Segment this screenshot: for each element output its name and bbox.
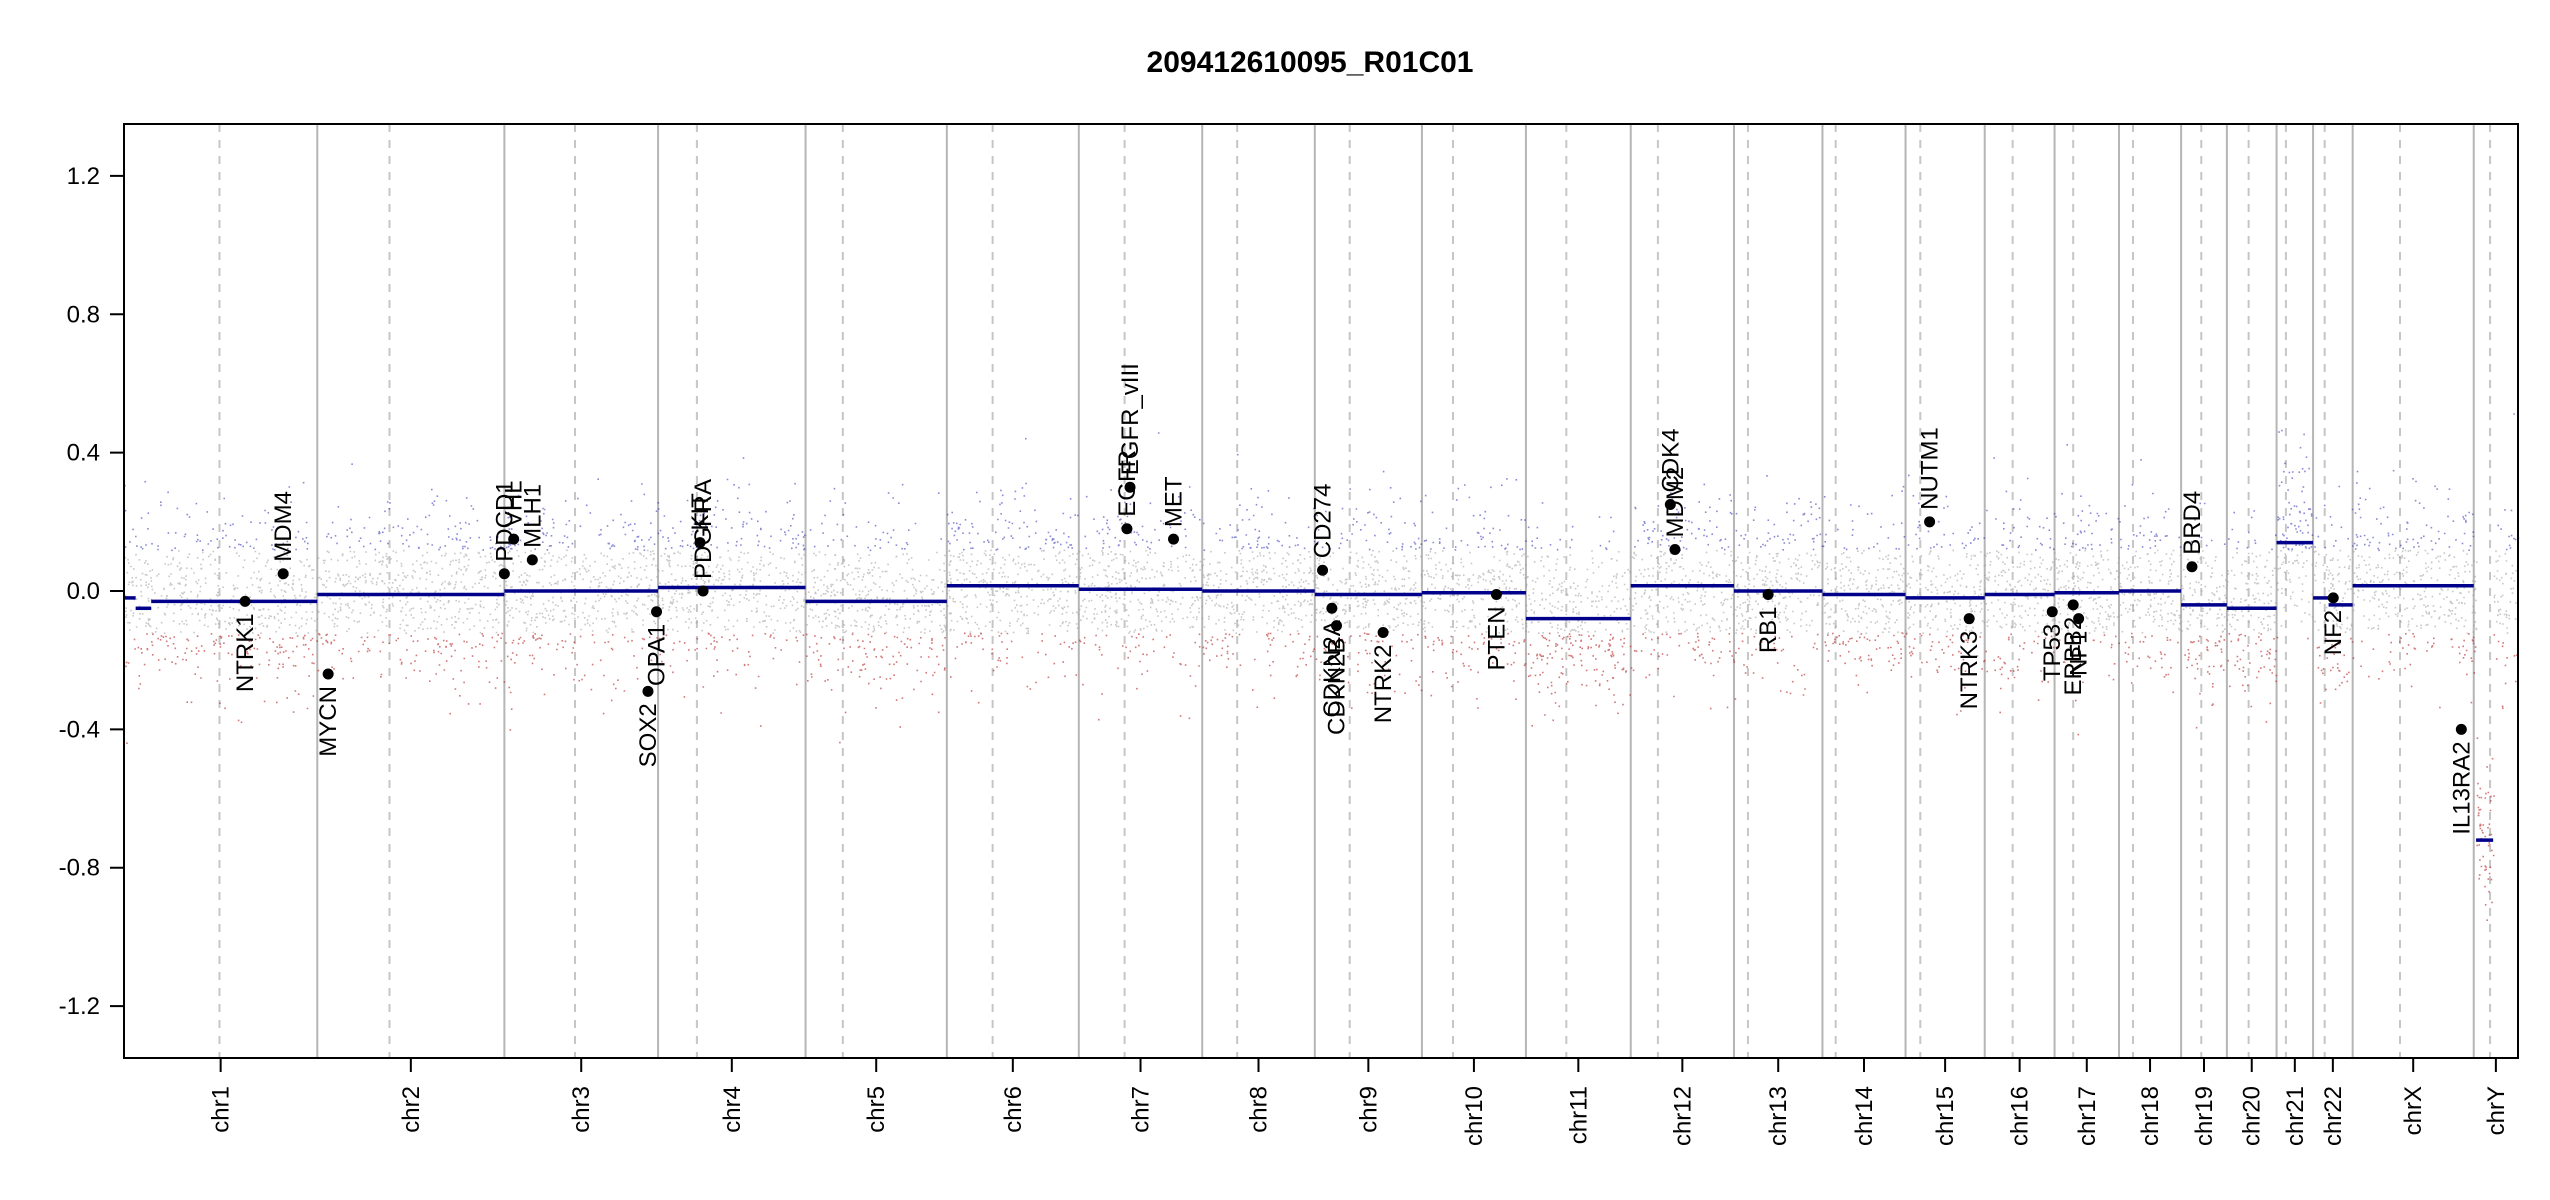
gene-label-ntrk2: NTRK2 [1370,645,1397,724]
x-tick-label-chr20: chr20 [2239,1086,2266,1146]
gene-label-mdm2: MDM2 [1662,467,1689,538]
gene-dot-pten [1490,588,1502,600]
x-tick-label-chr19: chr19 [2191,1086,2218,1146]
gene-dot-kit [694,537,706,549]
gene-dot-egfr [1121,523,1133,535]
x-tick-label-chr15: chr15 [1932,1086,1959,1146]
gene-dot-ntrk2 [1377,627,1389,639]
gene-dot-sox2 [642,685,654,697]
gene-label-cdkn2b: CDKN2B [1324,638,1351,735]
probe-points [124,413,2520,921]
gene-label-met: MET [1161,476,1188,527]
segment-lines [124,540,2494,842]
gene-dot-vhl [508,533,520,545]
gene-label-mdm4: MDM4 [270,491,297,562]
gene-label-ntrk1: NTRK1 [232,613,259,692]
gene-label-mycn: MYCN [315,686,342,757]
gene-label-nutm1: NUTM1 [1917,427,1944,510]
gene-dot-il13ra2 [2455,723,2467,735]
x-tick-label-chr10: chr10 [1461,1086,1488,1146]
x-tick-label-chr18: chr18 [2137,1086,2164,1146]
gene-dot-brd4 [2186,561,2198,573]
gene-label-mlh1: MLH1 [519,484,546,548]
gene-dot-pdcd1 [498,568,510,580]
y-axis: 1.2 0.8 0.4 0.0 -0.4 -0.8 -1.2 [59,163,124,1020]
gene-label-egfr_viii: EGFR_vIII [1117,363,1144,475]
gene-dot-nf1 [2073,613,2085,625]
gene-label-erbb2: ERBB2 [2060,617,2087,696]
x-tick-label-chr11: chr11 [1565,1086,1592,1144]
gene-dot-cdkn2a [1326,602,1338,614]
gene-dot-nutm1 [1924,516,1936,528]
x-tick-label-chr13: chr13 [1765,1086,1792,1146]
gene-dot-mdm2 [1669,543,1681,555]
x-tick-label-chr3: chr3 [568,1086,595,1133]
x-tick-label-chr14: chr14 [1851,1086,1878,1146]
gene-label-ntrk3: NTRK3 [1956,631,1983,710]
x-tick-label-chr17: chr17 [2074,1086,2101,1146]
gene-label-nf1: NF1 [2066,631,2093,676]
gene-dot-cdkn2b [1331,620,1343,632]
x-axis: chr1 chr2 chr3 chr4 chr5 chr6 chr7 chr8 chr9 chr1… [208,1058,2510,1146]
gene-dot-met [1168,533,1180,545]
gene-label-opa1: OPA1 [644,624,671,686]
x-tick-label-chr2: chr2 [398,1086,425,1133]
gene-label-brd4: BRD4 [2179,491,2206,555]
gene-label-pdcd1: PDCD1 [491,480,518,561]
gene-dot-mdm4 [277,568,289,580]
x-tick-label-chr5: chr5 [863,1086,890,1133]
gene-label-nf2: NF2 [2320,610,2347,655]
y-tick-label: -0.4 [59,716,100,743]
x-tick-label-chr6: chr6 [1000,1086,1027,1133]
x-tick-label-chr1: chr1 [208,1086,235,1133]
y-tick-label: -0.8 [59,855,100,882]
gene-label-cdkn2a: CDKN2A [1319,620,1346,717]
gene-dot-cd274 [1317,564,1329,576]
gene-dot-rb1 [1762,588,1774,600]
x-tick-label-chrX: chrX [2400,1086,2427,1135]
chart-title: 209412610095_R01C01 [1147,46,1474,79]
gene-label-tp53: TP53 [2039,624,2066,681]
gene-label-vhl: VHL [501,480,528,527]
gene-label-cd274: CD274 [1310,484,1337,559]
gene-label-rb1: RB1 [1755,606,1782,653]
gene-dot-pdgfra [697,585,709,597]
x-tick-label-chr22: chr22 [2320,1086,2347,1146]
y-tick-label: 1.2 [67,163,100,190]
gene-dot-mlh1 [526,554,538,566]
x-tick-label-chr16: chr16 [2007,1086,2034,1146]
gene-label-il13ra2: IL13RA2 [2448,741,2475,834]
y-tick-label: 0.8 [67,301,100,328]
gene-dot-erbb2 [2067,599,2079,611]
x-tick-label-chrY: chrY [2483,1086,2510,1135]
gene-dot-nf2 [2327,592,2339,604]
gene-label-pten: PTEN [1483,606,1510,670]
gene-dot-cdk4 [1664,499,1676,511]
x-tick-label-chr7: chr7 [1128,1086,1155,1133]
gene-label-kit: KIT [687,493,714,531]
y-tick-label: 0.4 [67,440,100,467]
y-tick-label: -1.2 [59,993,100,1020]
gene-dot-opa1 [651,606,663,618]
gene-dot-egfr_viii [1124,481,1136,493]
gene-dot-ntrk1 [239,595,251,607]
gene-label-cdk4: CDK4 [1657,428,1684,492]
probe-points-neutral [124,549,2520,635]
y-tick-label: 0.0 [67,578,100,605]
gene-dot-tp53 [2046,606,2058,618]
x-tick-label-chr12: chr12 [1669,1086,1696,1146]
x-tick-label-chr4: chr4 [719,1086,746,1133]
gene-label-pdgfra: PDGFRA [690,479,717,579]
gene-dot-mycn [322,668,334,680]
gene-label-sox2: SOX2 [635,703,662,767]
gene-dot-ntrk3 [1963,613,1975,625]
x-tick-label-chr8: chr8 [1246,1086,1273,1133]
x-tick-label-chr21: chr21 [2282,1086,2309,1146]
x-tick-label-chr9: chr9 [1355,1086,1382,1133]
